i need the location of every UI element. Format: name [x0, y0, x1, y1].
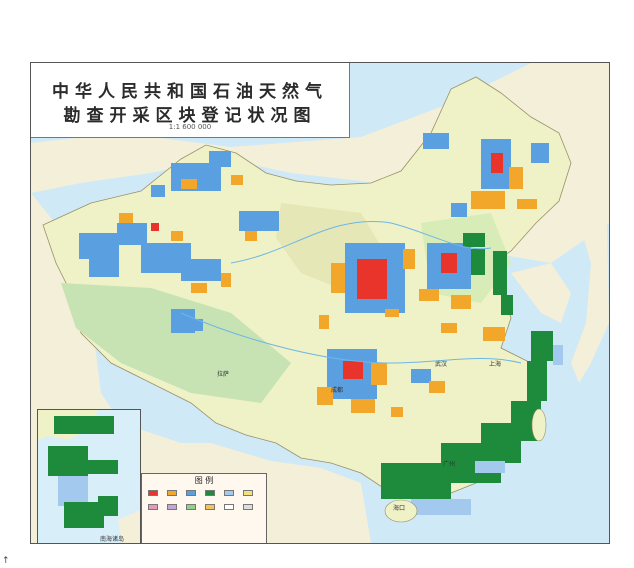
- map-title-line-1: 中华人民共和国石油天然气: [52, 82, 328, 102]
- legend-swatch: [167, 490, 177, 496]
- city-label-lhasa: 拉萨: [217, 371, 230, 378]
- legend-swatch: [186, 504, 196, 510]
- legend-swatch: [243, 490, 253, 496]
- legend-swatch: [224, 490, 234, 496]
- northwest-blocks: [79, 151, 279, 333]
- legend-swatch: [148, 504, 158, 510]
- city-label-haikou: 海口: [393, 505, 406, 512]
- legend-swatch: [205, 490, 215, 496]
- city-label-guangzhou: 广州: [443, 461, 456, 468]
- korea-peninsula: [511, 263, 571, 323]
- title-box: 中华人民共和国石油天然气 勘查开采区块登记状况图 1:1 600 000: [31, 63, 350, 138]
- yellow-river: [230, 221, 492, 264]
- legend-swatch: [167, 504, 177, 510]
- legend-swatch: [243, 504, 253, 510]
- sichuan-blocks: [317, 323, 505, 417]
- hainan-island: [384, 499, 418, 523]
- plateau-tint: [61, 283, 291, 403]
- south-china-sea-inset: 南海诸岛: [37, 409, 141, 543]
- city-label-shanghai: 上海: [489, 361, 502, 368]
- city-label-chengdu: 成都: [331, 387, 344, 394]
- northeast-blocks: [423, 133, 549, 217]
- north-china-blocks: [419, 233, 485, 309]
- scale-note: 1:1 600 000: [168, 123, 212, 131]
- legend-swatch: [148, 490, 158, 496]
- offshore-blocks: [381, 251, 563, 515]
- legend-swatch: [224, 504, 234, 510]
- legend-title: 图 例: [194, 476, 214, 485]
- map-title-line-2: 勘查开采区块登记状况图: [63, 106, 317, 126]
- yangtze-river: [180, 312, 522, 364]
- taiwan-island: [531, 408, 547, 442]
- ordos-blocks: [319, 243, 415, 329]
- inset-map: [38, 410, 140, 543]
- map-frame: 中华人民共和国石油天然气 勘查开采区块登记状况图 1:1 600 000 上海 …: [30, 62, 610, 544]
- inset-label: 南海诸岛: [100, 536, 125, 543]
- legend-box: 图 例: [141, 473, 267, 543]
- legend-swatch: [205, 504, 215, 510]
- japan-land: [571, 173, 609, 383]
- city-label-wuhan: 武汉: [435, 361, 448, 368]
- bottom-arrow-glyph: ↑: [2, 556, 10, 566]
- legend-swatch: [186, 490, 196, 496]
